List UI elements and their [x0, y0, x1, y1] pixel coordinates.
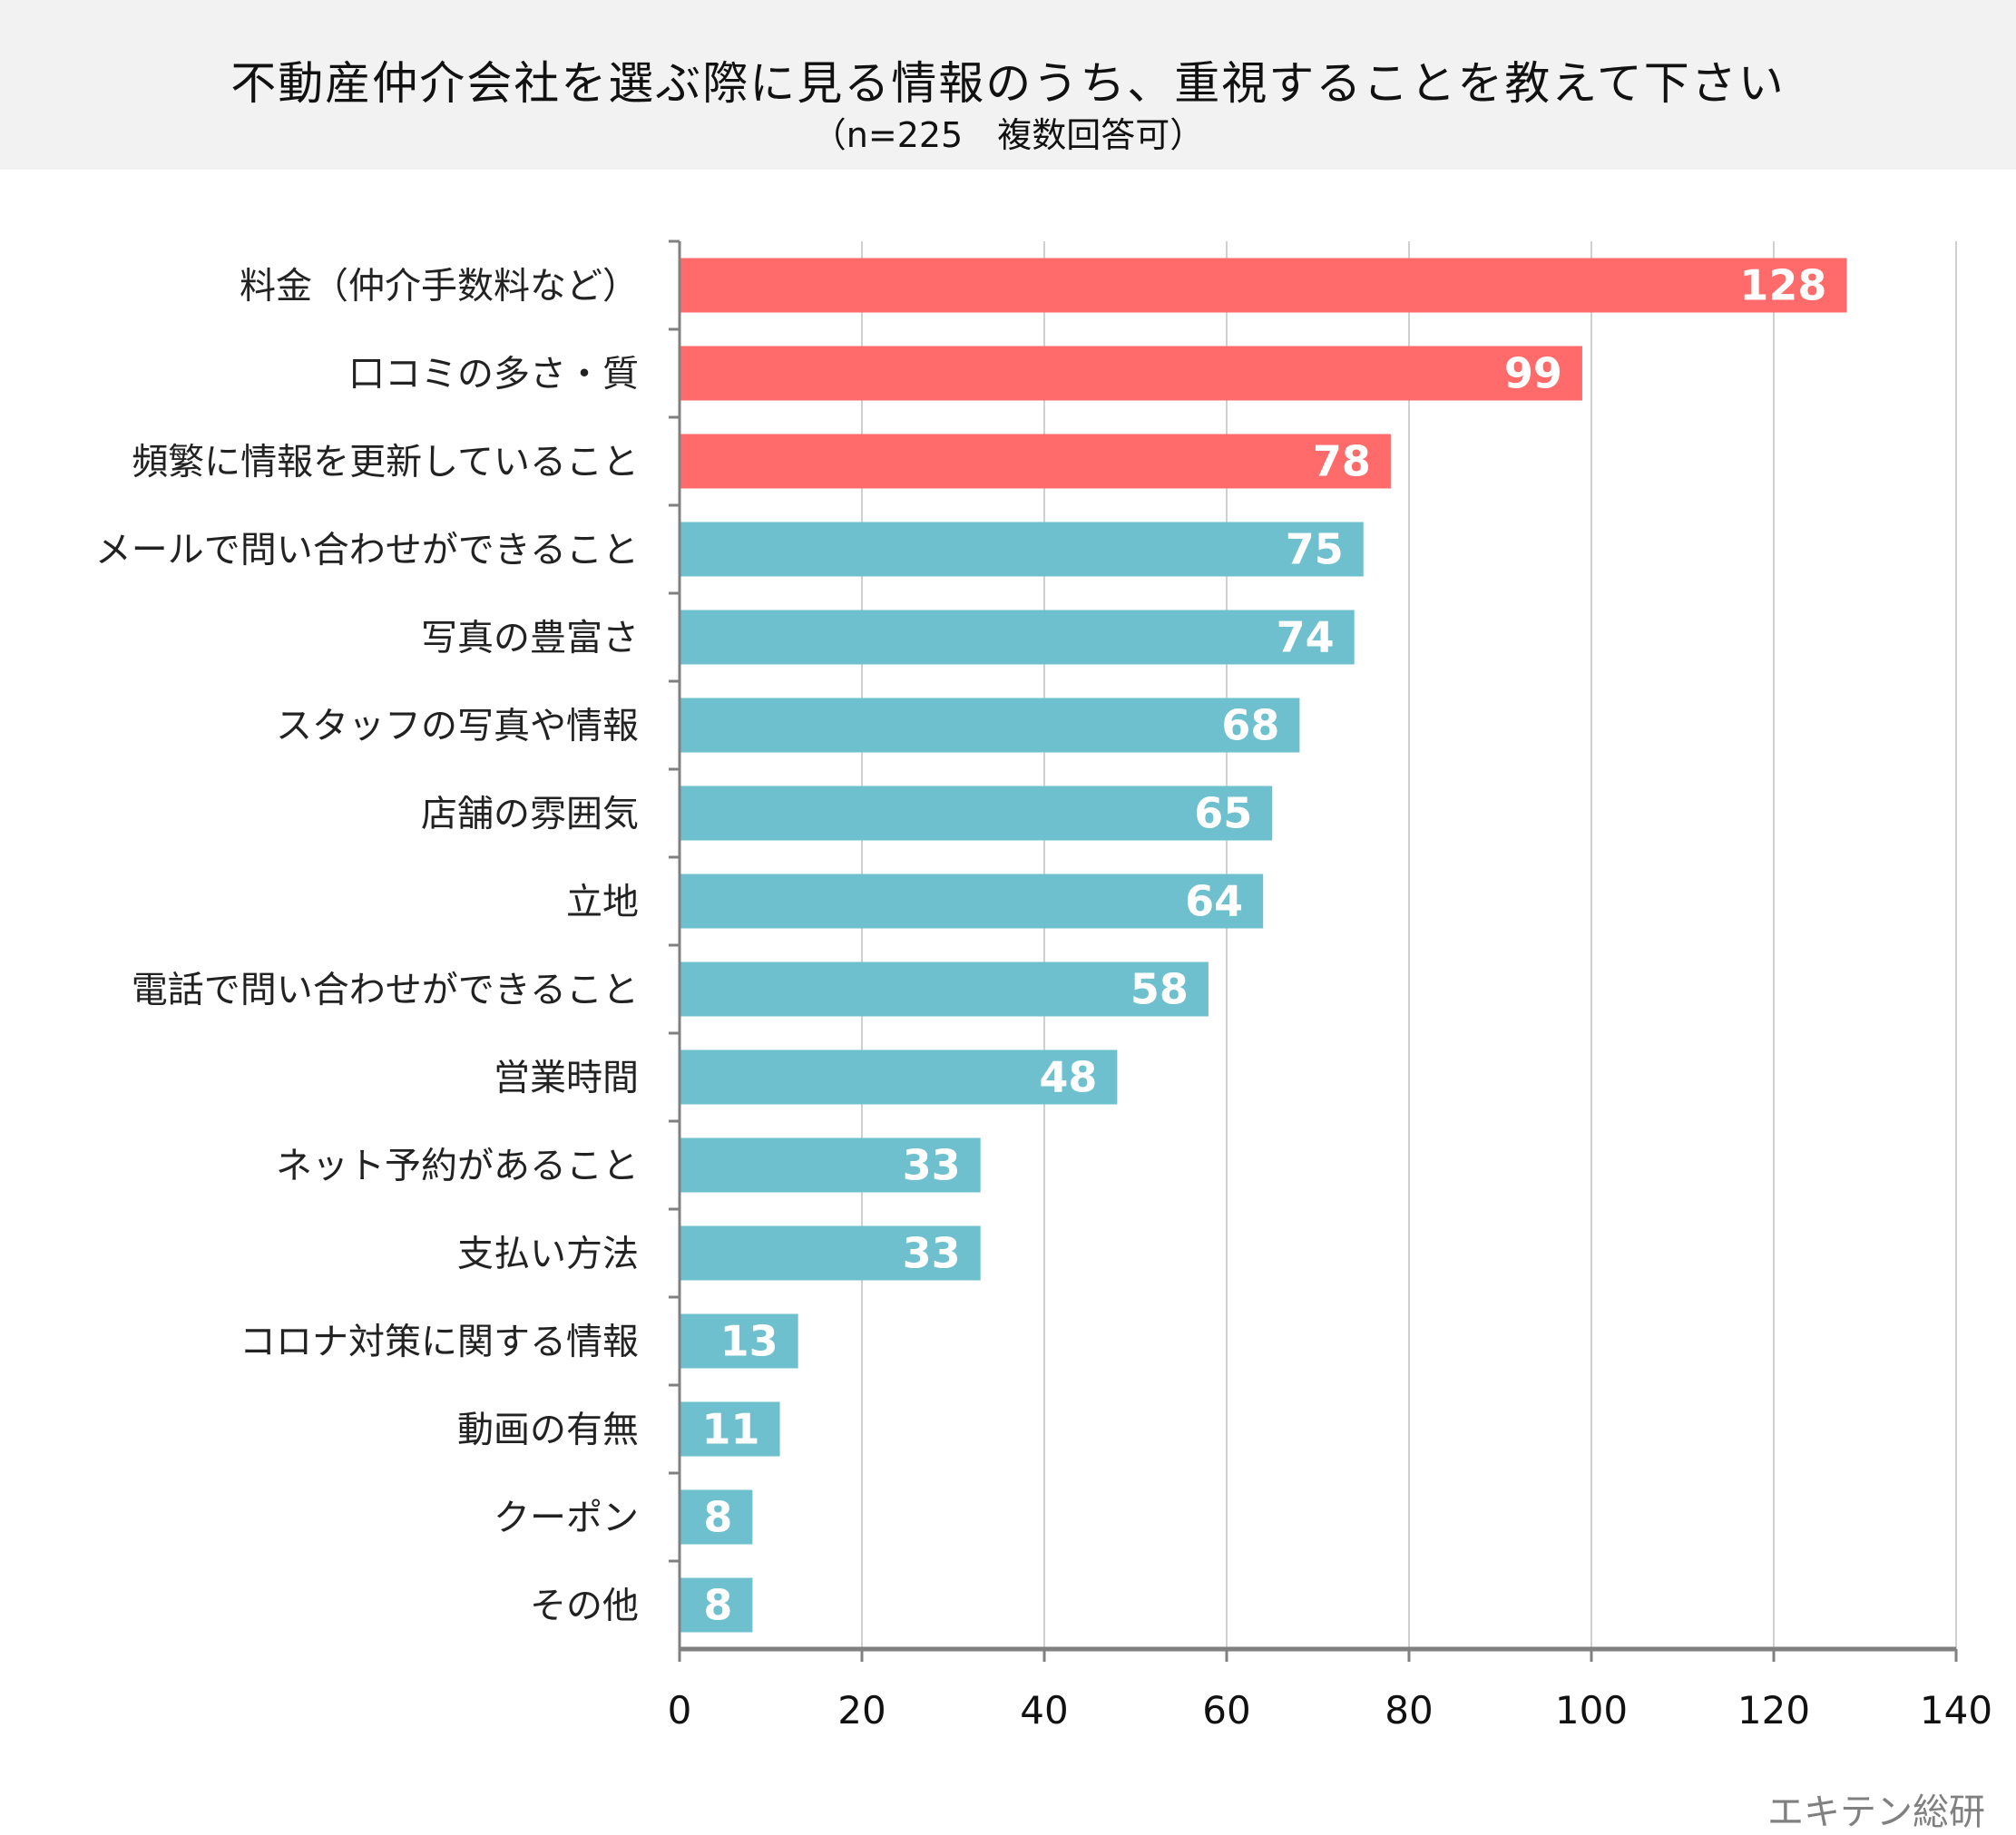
data-label: 68 — [1221, 701, 1279, 750]
data-label: 33 — [903, 1229, 961, 1278]
category-label: 動画の有無 — [457, 1410, 639, 1451]
data-label: 13 — [720, 1317, 778, 1366]
x-tick-label: 120 — [1737, 1688, 1810, 1733]
data-label: 74 — [1277, 613, 1335, 662]
chart-title: 不動産仲介会社を選ぶ際に見る情報のうち、重視することを教えて下さい — [230, 57, 1786, 110]
category-label: 立地 — [566, 882, 639, 923]
bar — [680, 258, 1847, 313]
data-label: 33 — [903, 1141, 961, 1190]
bar — [680, 874, 1264, 929]
category-label: スタッフの写真や情報 — [276, 706, 639, 747]
x-tick-label: 40 — [1020, 1688, 1068, 1733]
data-label: 128 — [1739, 261, 1826, 310]
data-label: 8 — [703, 1581, 732, 1630]
category-label: 支払い方法 — [457, 1234, 639, 1275]
x-tick-label: 20 — [837, 1688, 886, 1733]
category-label: クーポン — [494, 1498, 639, 1539]
data-label: 75 — [1286, 525, 1344, 574]
x-tick-label: 60 — [1202, 1688, 1250, 1733]
data-label: 11 — [702, 1405, 760, 1454]
bar — [680, 698, 1300, 753]
bar — [680, 961, 1209, 1017]
category-label: 電話で問い合わせができること — [132, 970, 639, 1011]
bar — [680, 1577, 753, 1633]
bar — [680, 434, 1391, 489]
data-label: 48 — [1039, 1053, 1097, 1102]
source-credit: エキテン総研 — [1767, 1791, 1985, 1833]
data-label: 8 — [703, 1493, 732, 1542]
data-label: 64 — [1185, 877, 1243, 926]
bar — [680, 1489, 753, 1545]
category-label: 頻繁に情報を更新していること — [132, 442, 639, 483]
x-tick-label: 80 — [1385, 1688, 1433, 1733]
category-label: 料金（仲介手数料など） — [240, 266, 639, 307]
data-label: 78 — [1313, 437, 1371, 486]
data-label: 58 — [1130, 965, 1189, 1014]
bar — [680, 1313, 798, 1369]
bar — [680, 786, 1273, 841]
bar — [680, 346, 1582, 401]
bar — [680, 522, 1364, 577]
category-label: 店舗の雰囲気 — [421, 794, 639, 835]
category-label: 写真の豊富さ — [421, 618, 639, 659]
category-label: ネット予約があること — [276, 1146, 639, 1187]
bar — [680, 1049, 1118, 1105]
category-label: メールで問い合わせができること — [95, 530, 639, 571]
category-label: 口コミの多さ・質 — [348, 354, 639, 395]
data-label: 65 — [1194, 789, 1252, 838]
x-tick-label: 0 — [668, 1688, 692, 1733]
bar — [680, 1401, 780, 1457]
bar — [680, 1225, 981, 1281]
data-label: 99 — [1504, 349, 1562, 398]
bar — [680, 1137, 981, 1193]
category-label: 営業時間 — [494, 1058, 639, 1099]
chart-subtitle: （n=225 複数回答可） — [811, 115, 1205, 155]
category-label: コロナ対策に関する情報 — [240, 1322, 639, 1363]
title-band: 不動産仲介会社を選ぶ際に見る情報のうち、重視することを教えて下さい （n=225… — [0, 0, 2016, 170]
category-label: その他 — [530, 1586, 639, 1627]
x-tick-label: 100 — [1555, 1688, 1628, 1733]
bar — [680, 610, 1355, 665]
x-tick-label: 140 — [1920, 1688, 1992, 1733]
